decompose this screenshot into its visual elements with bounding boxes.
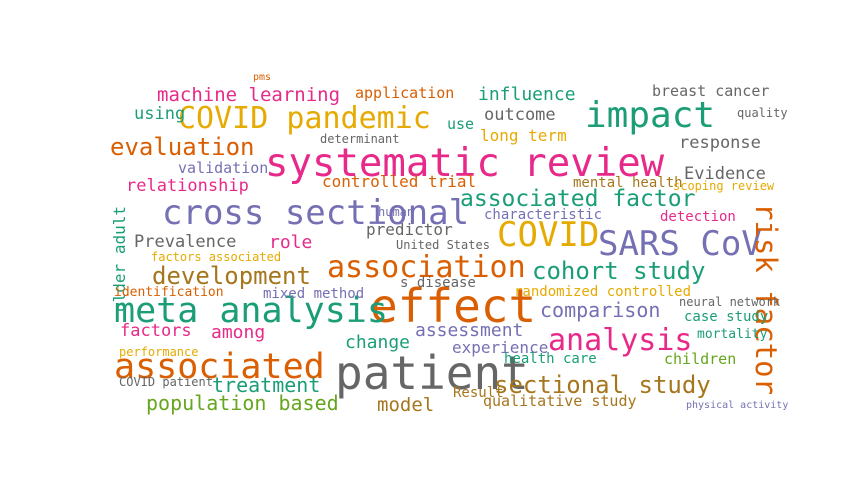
- word: mixed method: [263, 286, 365, 302]
- word: application: [355, 84, 455, 102]
- word: human: [378, 205, 415, 219]
- word: analysis: [548, 323, 693, 358]
- word: breast cancer: [652, 82, 770, 100]
- word: Prevalence: [134, 232, 237, 252]
- word: Evidence: [684, 164, 766, 184]
- word: assessment: [415, 320, 524, 341]
- word: relationship: [126, 176, 249, 196]
- word: identification: [114, 285, 224, 300]
- word: impact: [585, 95, 716, 136]
- word: COVID: [497, 215, 600, 255]
- word: evaluation: [110, 133, 255, 161]
- word: controlled trial: [322, 172, 477, 191]
- word: performance: [119, 345, 199, 359]
- word: influence: [478, 84, 576, 105]
- word: effect: [370, 279, 537, 333]
- word: associated: [114, 347, 325, 387]
- word: COVID pandemic: [178, 101, 431, 136]
- word: characteristic: [484, 207, 603, 223]
- word: outcome: [484, 105, 556, 125]
- word: comparison: [540, 298, 661, 322]
- word: meta analysis: [114, 291, 388, 331]
- word: associated factor: [460, 186, 696, 212]
- word: experience: [452, 338, 549, 357]
- word: sectional study: [494, 371, 711, 399]
- word: cross sectional: [162, 193, 470, 233]
- word: children: [664, 350, 737, 368]
- word: risk factor: [749, 203, 783, 396]
- word: scoping review: [673, 179, 775, 193]
- word: mental health: [573, 175, 683, 191]
- word: Result: [453, 385, 504, 401]
- word: among: [211, 322, 266, 343]
- word: detection: [660, 209, 736, 225]
- word: COVID patient: [119, 375, 213, 389]
- word: neural network: [679, 295, 781, 309]
- word: treatment: [212, 373, 321, 397]
- word: model: [377, 394, 435, 416]
- word: determinant: [320, 132, 400, 146]
- word: predictor: [366, 220, 453, 239]
- word: change: [345, 332, 411, 353]
- word: using: [134, 104, 186, 124]
- word: systematic review: [265, 141, 665, 186]
- word: United States: [396, 238, 490, 252]
- word: quality: [737, 106, 788, 120]
- word: health care: [504, 351, 597, 367]
- word: validation: [178, 159, 269, 177]
- word: s disease: [400, 275, 476, 291]
- word: SARS CoV: [598, 224, 762, 264]
- word: response: [679, 133, 761, 153]
- word: long term: [480, 126, 567, 145]
- word: machine learning: [157, 84, 341, 106]
- word: factors associated: [151, 250, 282, 264]
- word: association: [327, 250, 526, 285]
- word: qualitative study: [483, 392, 637, 410]
- word: population based: [146, 391, 339, 415]
- word: cohort study: [532, 257, 706, 285]
- word: mortality: [697, 327, 768, 342]
- word: use: [447, 115, 475, 133]
- word: patient: [335, 346, 529, 400]
- word: randomized controlled: [514, 284, 692, 300]
- word: factors: [120, 321, 192, 341]
- word: development: [152, 262, 311, 290]
- word: physical activity: [686, 400, 789, 411]
- word: pms: [253, 72, 272, 83]
- word: case study: [684, 309, 769, 325]
- word: role: [269, 232, 313, 253]
